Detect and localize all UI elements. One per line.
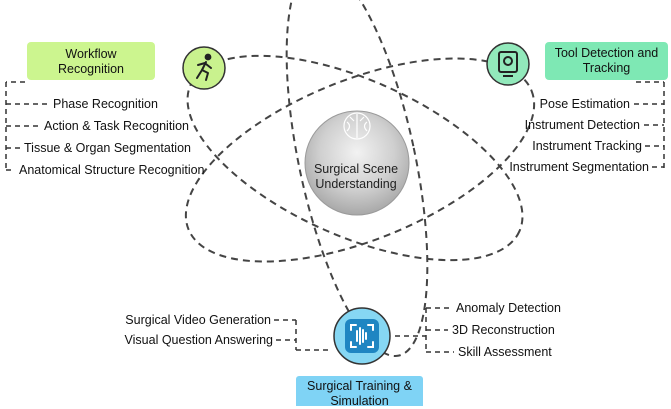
- center-circle: [304, 110, 410, 216]
- waveform-scan-icon: [350, 324, 374, 348]
- workflow-item-anatomical: Anatomical Structure Recognition: [19, 163, 205, 177]
- workflow-title-line1: Workflow: [65, 47, 117, 61]
- tool-title-line2: Tracking: [582, 61, 631, 75]
- instrument-screen-icon: [498, 51, 518, 77]
- training-item-vqa: Visual Question Answering: [124, 333, 273, 347]
- training-item-skill: Skill Assessment: [458, 345, 552, 359]
- workflow-title-box: Workflow Recognition: [27, 42, 155, 80]
- tool-item-detection: Instrument Detection: [524, 118, 640, 132]
- workflow-bracket: [5, 81, 48, 171]
- center-label-line2: Understanding: [315, 177, 397, 191]
- training-title-line1: Surgical Training &: [307, 379, 412, 393]
- training-item-anomaly: Anomaly Detection: [456, 301, 561, 315]
- center-label-line1: Surgical Scene: [313, 162, 399, 176]
- training-item-3d: 3D Reconstruction: [452, 323, 555, 337]
- training-brackets: [274, 307, 454, 353]
- tool-item-tracking: Instrument Tracking: [532, 139, 642, 153]
- person-walking-icon: [196, 53, 212, 81]
- workflow-item-tissue: Tissue & Organ Segmentation: [24, 141, 191, 155]
- tool-item-segmentation: Instrument Segmentation: [509, 160, 649, 174]
- tool-bracket: [634, 81, 665, 168]
- tool-item-pose: Pose Estimation: [539, 97, 630, 111]
- tool-title-line1: Tool Detection and: [554, 46, 659, 60]
- workflow-item-phase: Phase Recognition: [53, 97, 158, 111]
- workflow-title-line2: Recognition: [57, 62, 124, 76]
- center-label: Surgical Scene Understanding: [300, 162, 412, 192]
- workflow-item-action: Action & Task Recognition: [44, 119, 189, 133]
- training-item-video-generation: Surgical Video Generation: [125, 313, 271, 327]
- tool-title-box: Tool Detection and Tracking: [545, 42, 668, 80]
- brain-icon: [343, 112, 371, 140]
